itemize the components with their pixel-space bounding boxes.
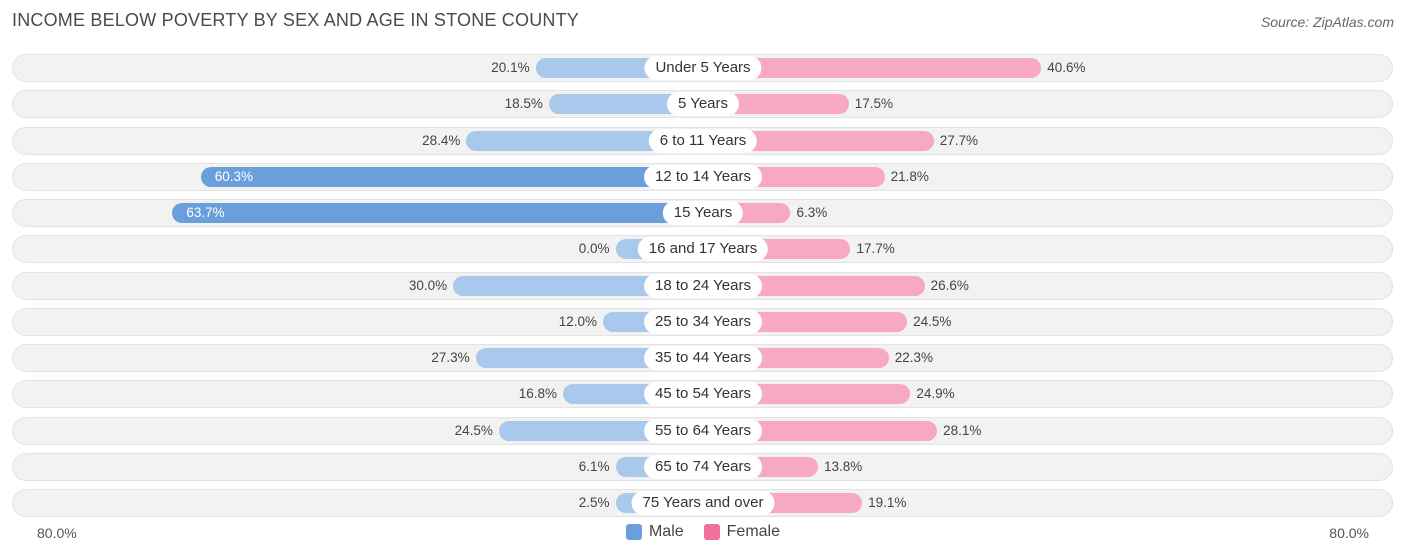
value-label-male: 20.1% — [491, 60, 530, 75]
value-label-female: 40.6% — [1047, 60, 1086, 75]
value-label-male: 60.3% — [214, 168, 253, 184]
bar-female[interactable] — [703, 94, 849, 115]
value-label-female: 28.1% — [943, 422, 982, 438]
category-label: 25 to 34 Years — [644, 309, 762, 334]
legend-item-male[interactable]: Male — [625, 523, 684, 541]
legend-item-female[interactable]: Female — [703, 523, 781, 541]
category-label: 18 to 24 Years — [644, 273, 762, 298]
category-label: Under 5 Years — [644, 56, 762, 80]
axis-right-label: 80.0% — [1329, 525, 1369, 541]
bar-male[interactable] — [453, 275, 703, 296]
value-label-female: 17.5% — [854, 96, 894, 112]
category-label: 6 to 11 Years — [648, 128, 758, 153]
bar-male[interactable] — [466, 130, 703, 151]
category-label: 65 to 74 Years — [644, 454, 762, 479]
value-label-female: 6.3% — [796, 205, 828, 220]
value-label-male: 6.1% — [578, 458, 610, 474]
value-label-male: 2.5% — [578, 495, 610, 510]
legend-swatch-female — [703, 524, 720, 540]
value-label-female: 27.7% — [939, 132, 979, 148]
value-label-female: 22.3% — [894, 350, 934, 365]
axis-left-label: 80.0% — [37, 525, 77, 541]
value-label-female: 26.6% — [930, 277, 969, 293]
value-label-female: 21.8% — [890, 168, 929, 184]
bar-female[interactable] — [703, 58, 1042, 78]
category-label: 35 to 44 Years — [644, 346, 762, 370]
value-label-female: 17.7% — [856, 241, 895, 257]
legend: Male Female — [0, 523, 1406, 541]
category-label: 45 to 54 Years — [644, 382, 762, 407]
value-label-male: 27.3% — [431, 350, 470, 365]
value-label-female: 24.9% — [916, 386, 955, 402]
value-label-male: 12.0% — [558, 313, 598, 329]
value-label-male: 18.5% — [504, 96, 543, 112]
category-label: 55 to 64 Years — [644, 418, 762, 443]
legend-label-female: Female — [726, 523, 781, 540]
bar-male[interactable] — [172, 203, 703, 223]
value-label-male: 16.8% — [518, 386, 558, 402]
bar-female[interactable] — [703, 420, 938, 441]
value-label-female: 24.5% — [913, 313, 952, 329]
value-label-female: 13.8% — [823, 458, 863, 474]
value-label-female: 19.1% — [868, 495, 907, 510]
bar-male[interactable] — [548, 94, 703, 115]
value-label-male: 24.5% — [454, 422, 493, 438]
source-note: Source: ZipAtlas.com — [1260, 14, 1394, 30]
category-label: 75 Years and over — [631, 491, 775, 515]
value-label-male: 28.4% — [422, 132, 461, 148]
category-label: 15 Years — [662, 201, 744, 225]
category-label: 5 Years — [666, 92, 740, 117]
category-label: 16 and 17 Years — [637, 237, 769, 262]
value-label-male: 0.0% — [578, 241, 610, 257]
legend-swatch-male — [625, 524, 642, 540]
legend-label-male: Male — [648, 523, 684, 540]
chart-title: INCOME BELOW POVERTY BY SEX AND AGE IN S… — [12, 10, 580, 30]
bar-male[interactable] — [200, 166, 703, 187]
bar-female[interactable] — [703, 130, 934, 151]
value-label-male: 63.7% — [186, 205, 225, 220]
category-label: 12 to 14 Years — [644, 164, 762, 189]
value-label-male: 30.0% — [408, 277, 448, 293]
